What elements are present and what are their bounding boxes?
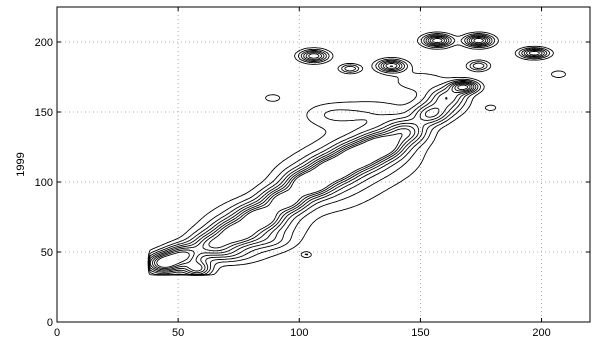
contour-level-5 xyxy=(149,36,543,274)
contour-level-3 xyxy=(148,34,548,276)
y-axis-label: 1999 xyxy=(15,152,27,176)
y-tick-label: 50 xyxy=(41,247,53,259)
x-tick-label: 100 xyxy=(290,327,308,339)
x-tick-label: 200 xyxy=(532,327,550,339)
y-tick-label: 100 xyxy=(35,177,53,189)
contour-level-1 xyxy=(147,31,567,276)
contour-level-7 xyxy=(154,38,484,270)
x-tick-label: 0 xyxy=(54,327,60,339)
axes-box xyxy=(56,6,591,323)
contour-lines xyxy=(147,31,567,276)
contour-level-2 xyxy=(148,33,550,276)
contour-level-8 xyxy=(156,84,469,268)
y-tick-label: 0 xyxy=(47,317,53,329)
contour-level-6 xyxy=(151,37,540,272)
x-tick-label: 150 xyxy=(411,327,429,339)
x-tick-label: 50 xyxy=(172,327,184,339)
y-tick-label: 150 xyxy=(35,107,53,119)
contour-level-4 xyxy=(149,35,545,275)
ticks: 0 50 100 150 200 0 50 100 150 200 xyxy=(35,7,590,339)
y-tick-label: 200 xyxy=(35,37,53,49)
